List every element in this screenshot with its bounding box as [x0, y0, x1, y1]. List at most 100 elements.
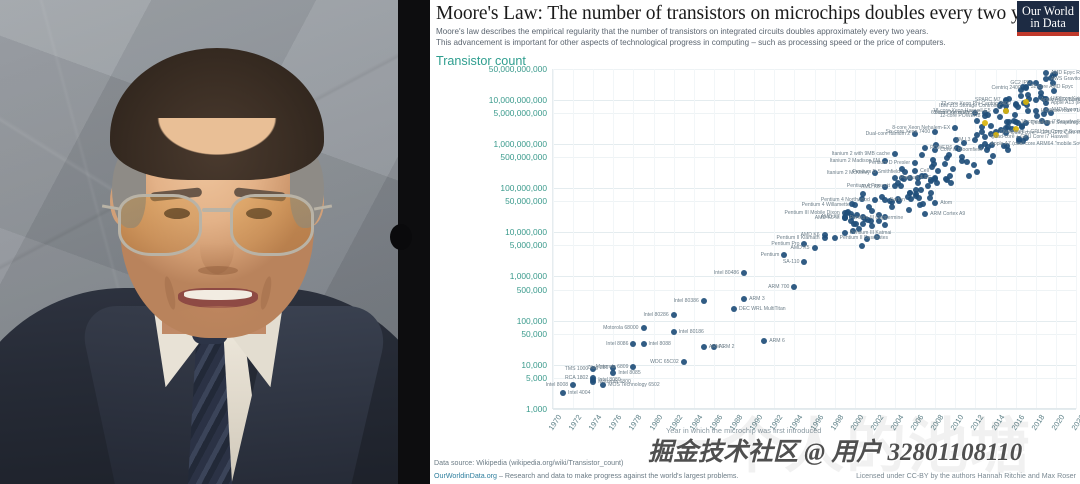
data-point-label: Motorola 6809 — [596, 364, 629, 370]
data-point[interactable] — [701, 298, 707, 304]
chart-panel: Moore's Law: The number of transistors o… — [430, 0, 1080, 484]
data-point[interactable] — [882, 222, 888, 228]
data-point[interactable] — [927, 195, 933, 201]
data-point[interactable] — [972, 137, 978, 143]
chart-subtitle-line-1: Moore's law describes the empirical regu… — [436, 26, 1012, 37]
data-point[interactable] — [912, 168, 918, 174]
portrait-photo-panel — [0, 0, 430, 484]
gridline-vertical — [674, 69, 675, 409]
data-point[interactable] — [801, 259, 807, 265]
data-point[interactable] — [761, 338, 767, 344]
data-point-label: Pentium 4 EE — [900, 175, 931, 181]
data-point[interactable] — [908, 196, 914, 202]
gridline-vertical — [633, 69, 634, 409]
data-point[interactable] — [630, 341, 636, 347]
y-tick-label: 1,000,000 — [510, 271, 547, 281]
data-point[interactable] — [918, 187, 924, 193]
data-point-label: ARM 3 — [749, 296, 765, 302]
data-point[interactable] — [922, 211, 928, 217]
footer-tagline: – Research and data to make progress aga… — [499, 472, 739, 480]
data-point[interactable] — [641, 325, 647, 331]
our-world-in-data-logo[interactable]: Our World in Data — [1017, 1, 1079, 36]
x-tick-label: 1976 — [607, 413, 624, 432]
data-point[interactable] — [671, 329, 677, 335]
data-point[interactable] — [872, 197, 878, 203]
owid-site-link[interactable]: OurWorldinData.org — [434, 472, 497, 480]
data-point-label: Pentium D Presler — [869, 160, 910, 166]
data-point[interactable] — [948, 180, 954, 186]
data-point-label: Centriq 2400 — [992, 85, 1021, 91]
data-point-label: ARM 2 — [719, 344, 735, 350]
gridline-vertical — [895, 69, 896, 409]
data-point-label: Motorola 68000 — [603, 325, 638, 331]
data-point[interactable] — [974, 169, 980, 175]
data-point-label: Intel 80486 — [714, 270, 739, 276]
eyeglasses — [116, 186, 318, 260]
data-point[interactable] — [681, 359, 687, 365]
data-point[interactable] — [892, 151, 898, 157]
data-point[interactable] — [822, 235, 828, 241]
data-point-label: AMD Ryzen 7 3700X — [1051, 107, 1080, 113]
data-point-label: Intel 8008 — [546, 382, 568, 388]
y-tick-label: 100,000 — [517, 316, 547, 326]
x-tick-label: 2006 — [909, 413, 926, 432]
data-point[interactable] — [832, 235, 838, 241]
data-point-label: 10-core Core i7 Broadwell-E — [1021, 119, 1080, 125]
x-tick-label: 1978 — [627, 413, 644, 432]
gridline-vertical — [955, 69, 956, 409]
data-point[interactable] — [922, 145, 928, 151]
data-point[interactable] — [952, 125, 958, 131]
data-point[interactable] — [560, 390, 566, 396]
data-point[interactable] — [701, 344, 707, 350]
data-point-label: ARM 6 — [769, 338, 785, 344]
data-point-highlighted[interactable] — [1003, 108, 1009, 114]
data-point[interactable] — [987, 159, 993, 165]
data-point[interactable] — [741, 296, 747, 302]
data-point[interactable] — [1018, 93, 1024, 99]
data-point-label: TMS 1000 — [565, 366, 589, 372]
data-point[interactable] — [570, 382, 576, 388]
data-point[interactable] — [934, 180, 940, 186]
data-point-label: Quad-core + GPU Iris Core i7 Broadwell-U — [1001, 129, 1080, 135]
data-point[interactable] — [966, 173, 972, 179]
data-point[interactable] — [741, 270, 747, 276]
data-point[interactable] — [630, 364, 636, 370]
data-point-label: ARM Cortex A9 — [930, 211, 965, 217]
data-point-label: AWS Graviton2 — [1051, 76, 1080, 82]
x-tick-label: 1974 — [587, 413, 604, 432]
data-point[interactable] — [988, 123, 994, 129]
chart-footer: Data source: Wikipedia (wikipedia.org/wi… — [434, 458, 1076, 482]
data-point[interactable] — [641, 341, 647, 347]
data-point[interactable] — [906, 207, 912, 213]
gridline-vertical — [774, 69, 775, 409]
data-point[interactable] — [974, 132, 980, 138]
data-point[interactable] — [942, 161, 948, 167]
y-tick-label: 1,000,000,000 — [493, 139, 547, 149]
data-point[interactable] — [919, 152, 925, 158]
data-point-label: Core i7 Bloomfield — [940, 147, 982, 153]
data-point-label: Atom — [940, 200, 952, 206]
data-point[interactable] — [1015, 104, 1021, 110]
data-point[interactable] — [812, 245, 818, 251]
data-point-label: Pentium 4 Northwood — [821, 197, 870, 203]
data-point[interactable] — [925, 183, 931, 189]
data-point[interactable] — [912, 160, 918, 166]
data-point[interactable] — [907, 190, 913, 196]
data-point[interactable] — [935, 168, 941, 174]
data-point-highlighted[interactable] — [1023, 99, 1029, 105]
data-point[interactable] — [1025, 92, 1031, 98]
data-point[interactable] — [944, 155, 950, 161]
data-point-label: Intel 80186 — [679, 329, 704, 335]
data-point-label: 32-core AMD Epyc — [1031, 84, 1073, 90]
data-point[interactable] — [932, 200, 938, 206]
data-point[interactable] — [859, 243, 865, 249]
data-point[interactable] — [781, 252, 787, 258]
data-point[interactable] — [971, 162, 977, 168]
data-point[interactable] — [1011, 118, 1017, 124]
data-point[interactable] — [671, 312, 677, 318]
data-point[interactable] — [610, 370, 616, 376]
data-point[interactable] — [731, 306, 737, 312]
data-point-label: Pentium III Coppermine — [850, 215, 904, 221]
data-point[interactable] — [950, 166, 956, 172]
data-point[interactable] — [997, 114, 1003, 120]
